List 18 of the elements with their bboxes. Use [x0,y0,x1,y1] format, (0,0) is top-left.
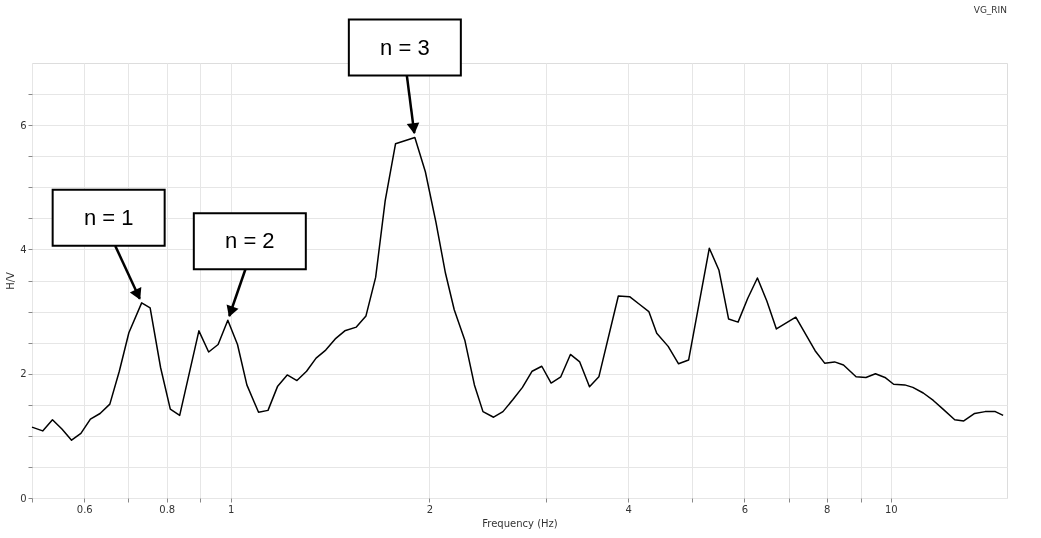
x-tick-label: 2 [426,503,434,515]
y-tick-label: 6 [20,119,27,131]
x-tick-label: 0.6 [76,503,93,515]
x-tick-label: 1 [228,503,235,515]
y-axis-title: H/V [5,271,17,290]
annotation: n = 2 [225,228,275,254]
x-tick-label: 6 [741,503,749,515]
x-tick-label: 4 [625,503,632,515]
annotation: n = 3 [380,34,430,60]
x-tick-label: 10 [884,503,898,515]
annotation: n = 1 [83,204,134,230]
chart-title: VG_RIN [973,4,1007,15]
x-tick-label: 0.8 [159,503,176,515]
y-tick-label: 4 [20,243,27,255]
y-tick-label: 0 [20,492,27,504]
x-tick-label: 8 [824,503,831,515]
y-tick-label: 2 [20,368,27,380]
x-axis-title: Frequency (Hz) [482,517,558,529]
